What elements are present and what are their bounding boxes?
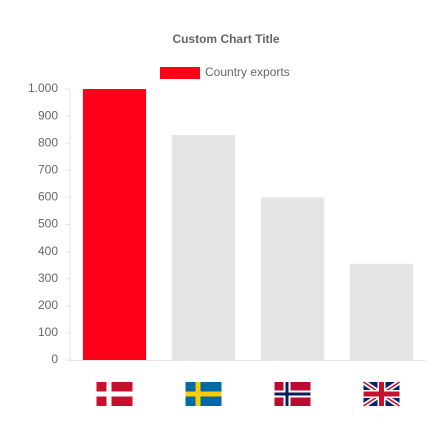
y-tick-label: 900 bbox=[38, 108, 58, 122]
flag-cross bbox=[363, 391, 400, 397]
legend-swatch bbox=[160, 67, 200, 79]
legend-label: Country exports bbox=[205, 65, 290, 79]
x-flag bbox=[185, 382, 222, 406]
y-tick-label: 600 bbox=[38, 190, 58, 204]
chart-title: Custom Chart Title bbox=[172, 32, 279, 46]
y-tick-label: 700 bbox=[38, 162, 58, 176]
flag-cross bbox=[274, 392, 311, 396]
bar bbox=[82, 89, 147, 360]
flag-cross bbox=[96, 391, 133, 397]
y-tick-label: 0 bbox=[51, 352, 58, 366]
y-tick-label: 300 bbox=[38, 271, 58, 285]
x-flag bbox=[274, 382, 311, 406]
bar bbox=[349, 263, 414, 360]
y-tick-label: 400 bbox=[38, 244, 58, 258]
bar bbox=[171, 135, 236, 360]
bar bbox=[260, 197, 325, 360]
y-tick-label: 100 bbox=[38, 325, 58, 339]
y-tick-label: 1.000 bbox=[28, 81, 58, 95]
y-tick-label: 500 bbox=[38, 217, 58, 231]
flag-cross bbox=[185, 391, 222, 397]
x-flag bbox=[362, 379, 401, 409]
x-flag bbox=[96, 382, 133, 406]
y-tick-label: 800 bbox=[38, 135, 58, 149]
y-tick-label: 200 bbox=[38, 298, 58, 312]
